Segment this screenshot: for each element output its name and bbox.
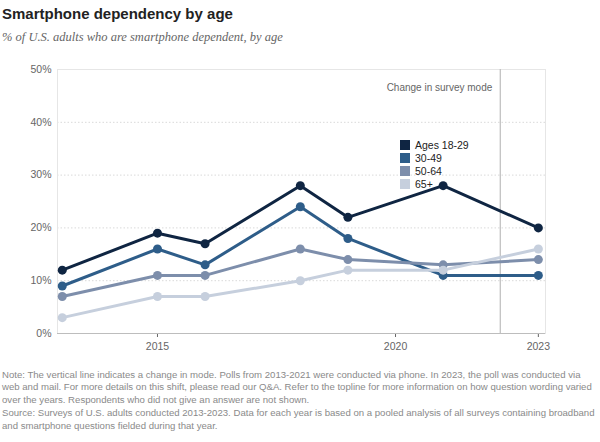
svg-text:2020: 2020 (384, 340, 408, 352)
svg-text:0%: 0% (36, 327, 51, 339)
html-text:65+: 65+ (415, 177, 433, 190)
svg-text:40%: 40% (30, 116, 51, 128)
html-text:% of U.S. adults who are smart: % of U.S. adults who are smartphone depe… (2, 30, 283, 44)
html-text:Smartphone dependency by age: Smartphone dependency by age (2, 5, 233, 22)
html-text:Ages 18-29: Ages 18-29 (415, 138, 469, 151)
svg-text:10%: 10% (30, 274, 51, 286)
html-text:Note: The vertical line indica: Note: The vertical line indicates a chan… (2, 369, 592, 405)
html-text:30-49: 30-49 (415, 151, 442, 164)
svg-text:Change in survey mode: Change in survey mode (387, 82, 493, 93)
svg-text:30%: 30% (30, 168, 51, 180)
svg-text:20%: 20% (30, 221, 51, 233)
svg-text:2023: 2023 (527, 340, 551, 352)
svg-text:50%: 50% (30, 63, 51, 75)
svg-text:2015: 2015 (146, 340, 170, 352)
html-text:Source: Surveys of U.S. adults: Source: Surveys of U.S. adults conducted… (2, 407, 595, 431)
html-text:50-64: 50-64 (415, 164, 442, 177)
